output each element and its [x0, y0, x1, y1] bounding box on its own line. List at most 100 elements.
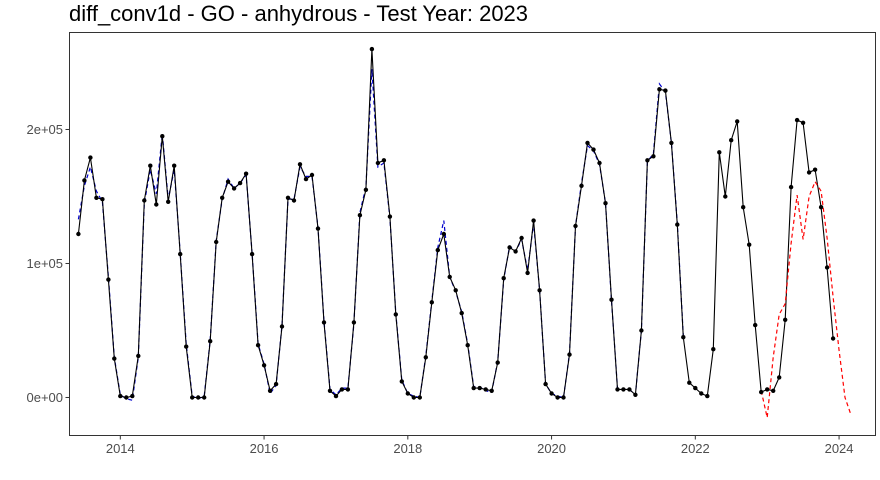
observed-data-point — [441, 231, 446, 237]
observed-data-point — [333, 393, 339, 399]
observed-data-point — [315, 226, 321, 231]
observed-data-point — [214, 239, 219, 245]
observed-data-point — [190, 395, 195, 400]
observed-data-point — [567, 352, 572, 357]
observed-data-point — [405, 391, 410, 396]
axes: 2014 2016 2018 2020 2022 2024 0e+00 1e+05 2e+05 — [26, 122, 853, 456]
observed-data-point — [537, 288, 542, 293]
observed-data-point — [231, 186, 237, 191]
observed-data-point — [381, 158, 387, 163]
observed-data-point — [687, 380, 692, 385]
y-tick-label: 2e+05 — [26, 122, 63, 137]
observed-data-point — [106, 277, 111, 282]
observed-data-point — [609, 297, 614, 302]
observed-data-point — [261, 363, 267, 368]
series-points — [76, 46, 836, 400]
observed-data-point — [657, 87, 662, 92]
observed-data-point — [531, 218, 536, 223]
chart-title: diff_conv1d - GO - anhydrous - Test Year… — [69, 1, 529, 26]
plot-panel-border — [69, 32, 876, 436]
observed-data-point — [800, 120, 806, 126]
observed-data-point — [76, 231, 81, 237]
observed-data-point — [375, 160, 381, 166]
observed-data-point — [675, 222, 680, 227]
observed-data-point — [621, 387, 626, 392]
observed-data-point — [327, 388, 333, 393]
observed-data-point — [507, 245, 512, 250]
observed-series-line — [77, 49, 834, 399]
observed-data-point — [783, 317, 788, 322]
observed-data-point — [543, 381, 548, 387]
observed-data-point — [501, 276, 506, 281]
observed-data-point — [309, 172, 315, 178]
observed-data-point — [202, 395, 207, 400]
observed-data-point — [615, 387, 620, 392]
observed-data-point — [267, 388, 273, 393]
fitted-series-line — [77, 69, 684, 401]
observed-data-point — [82, 178, 87, 183]
observed-data-point — [759, 389, 764, 395]
observed-data-point — [699, 391, 704, 396]
observed-data-point — [765, 387, 770, 392]
observed-data-point — [357, 213, 363, 218]
observed-data-point — [519, 235, 524, 241]
observed-data-point — [94, 195, 99, 200]
observed-data-point — [741, 205, 746, 210]
observed-data-point — [513, 249, 518, 254]
observed-data-point — [303, 176, 309, 182]
observed-data-point — [788, 184, 794, 190]
observed-data-point — [651, 154, 656, 159]
observed-data-point — [369, 46, 375, 52]
observed-data-point — [243, 171, 249, 176]
observed-data-point — [112, 356, 117, 361]
observed-data-point — [297, 162, 303, 167]
observed-data-point — [794, 117, 800, 123]
x-tick-label: 2014 — [106, 441, 135, 456]
observed-data-point — [160, 134, 165, 139]
observed-data-point — [184, 344, 189, 349]
observed-data-point — [483, 387, 488, 392]
observed-data-point — [124, 395, 129, 400]
observed-data-point — [208, 339, 213, 344]
observed-data-point — [118, 393, 123, 399]
observed-data-point — [417, 395, 422, 400]
observed-data-point — [471, 385, 476, 391]
y-tick-label: 1e+05 — [26, 256, 63, 271]
observed-data-point — [166, 199, 171, 204]
observed-data-point — [812, 167, 818, 172]
observed-data-point — [411, 395, 416, 400]
observed-data-point — [729, 138, 734, 143]
observed-data-point — [172, 163, 177, 168]
observed-data-point — [279, 324, 285, 329]
observed-data-point — [387, 214, 393, 219]
observed-data-point — [249, 251, 255, 257]
observed-data-point — [705, 393, 710, 399]
observed-data-point — [669, 140, 674, 146]
observed-data-point — [237, 180, 243, 186]
observed-data-point — [351, 320, 357, 325]
observed-data-point — [693, 385, 698, 391]
observed-data-point — [178, 251, 183, 257]
observed-data-point — [747, 242, 752, 247]
observed-data-point — [88, 155, 93, 160]
observed-data-point — [220, 195, 225, 200]
observed-data-point — [591, 147, 596, 152]
observed-data-point — [561, 395, 566, 400]
observed-data-point — [399, 379, 404, 384]
observed-data-point — [639, 328, 644, 333]
observed-data-point — [555, 395, 560, 400]
observed-data-point — [225, 179, 231, 184]
observed-data-point — [777, 375, 782, 380]
observed-data-point — [824, 265, 830, 270]
observed-data-point — [130, 393, 135, 399]
observed-data-point — [597, 160, 602, 166]
observed-data-point — [154, 202, 159, 207]
observed-data-point — [148, 163, 153, 168]
observed-data-point — [579, 183, 584, 188]
observed-data-point — [735, 119, 740, 124]
observed-data-point — [345, 387, 351, 392]
observed-data-point — [633, 392, 638, 397]
observed-data-point — [753, 322, 758, 328]
observed-data-point — [423, 355, 428, 360]
observed-data-point — [339, 387, 345, 392]
